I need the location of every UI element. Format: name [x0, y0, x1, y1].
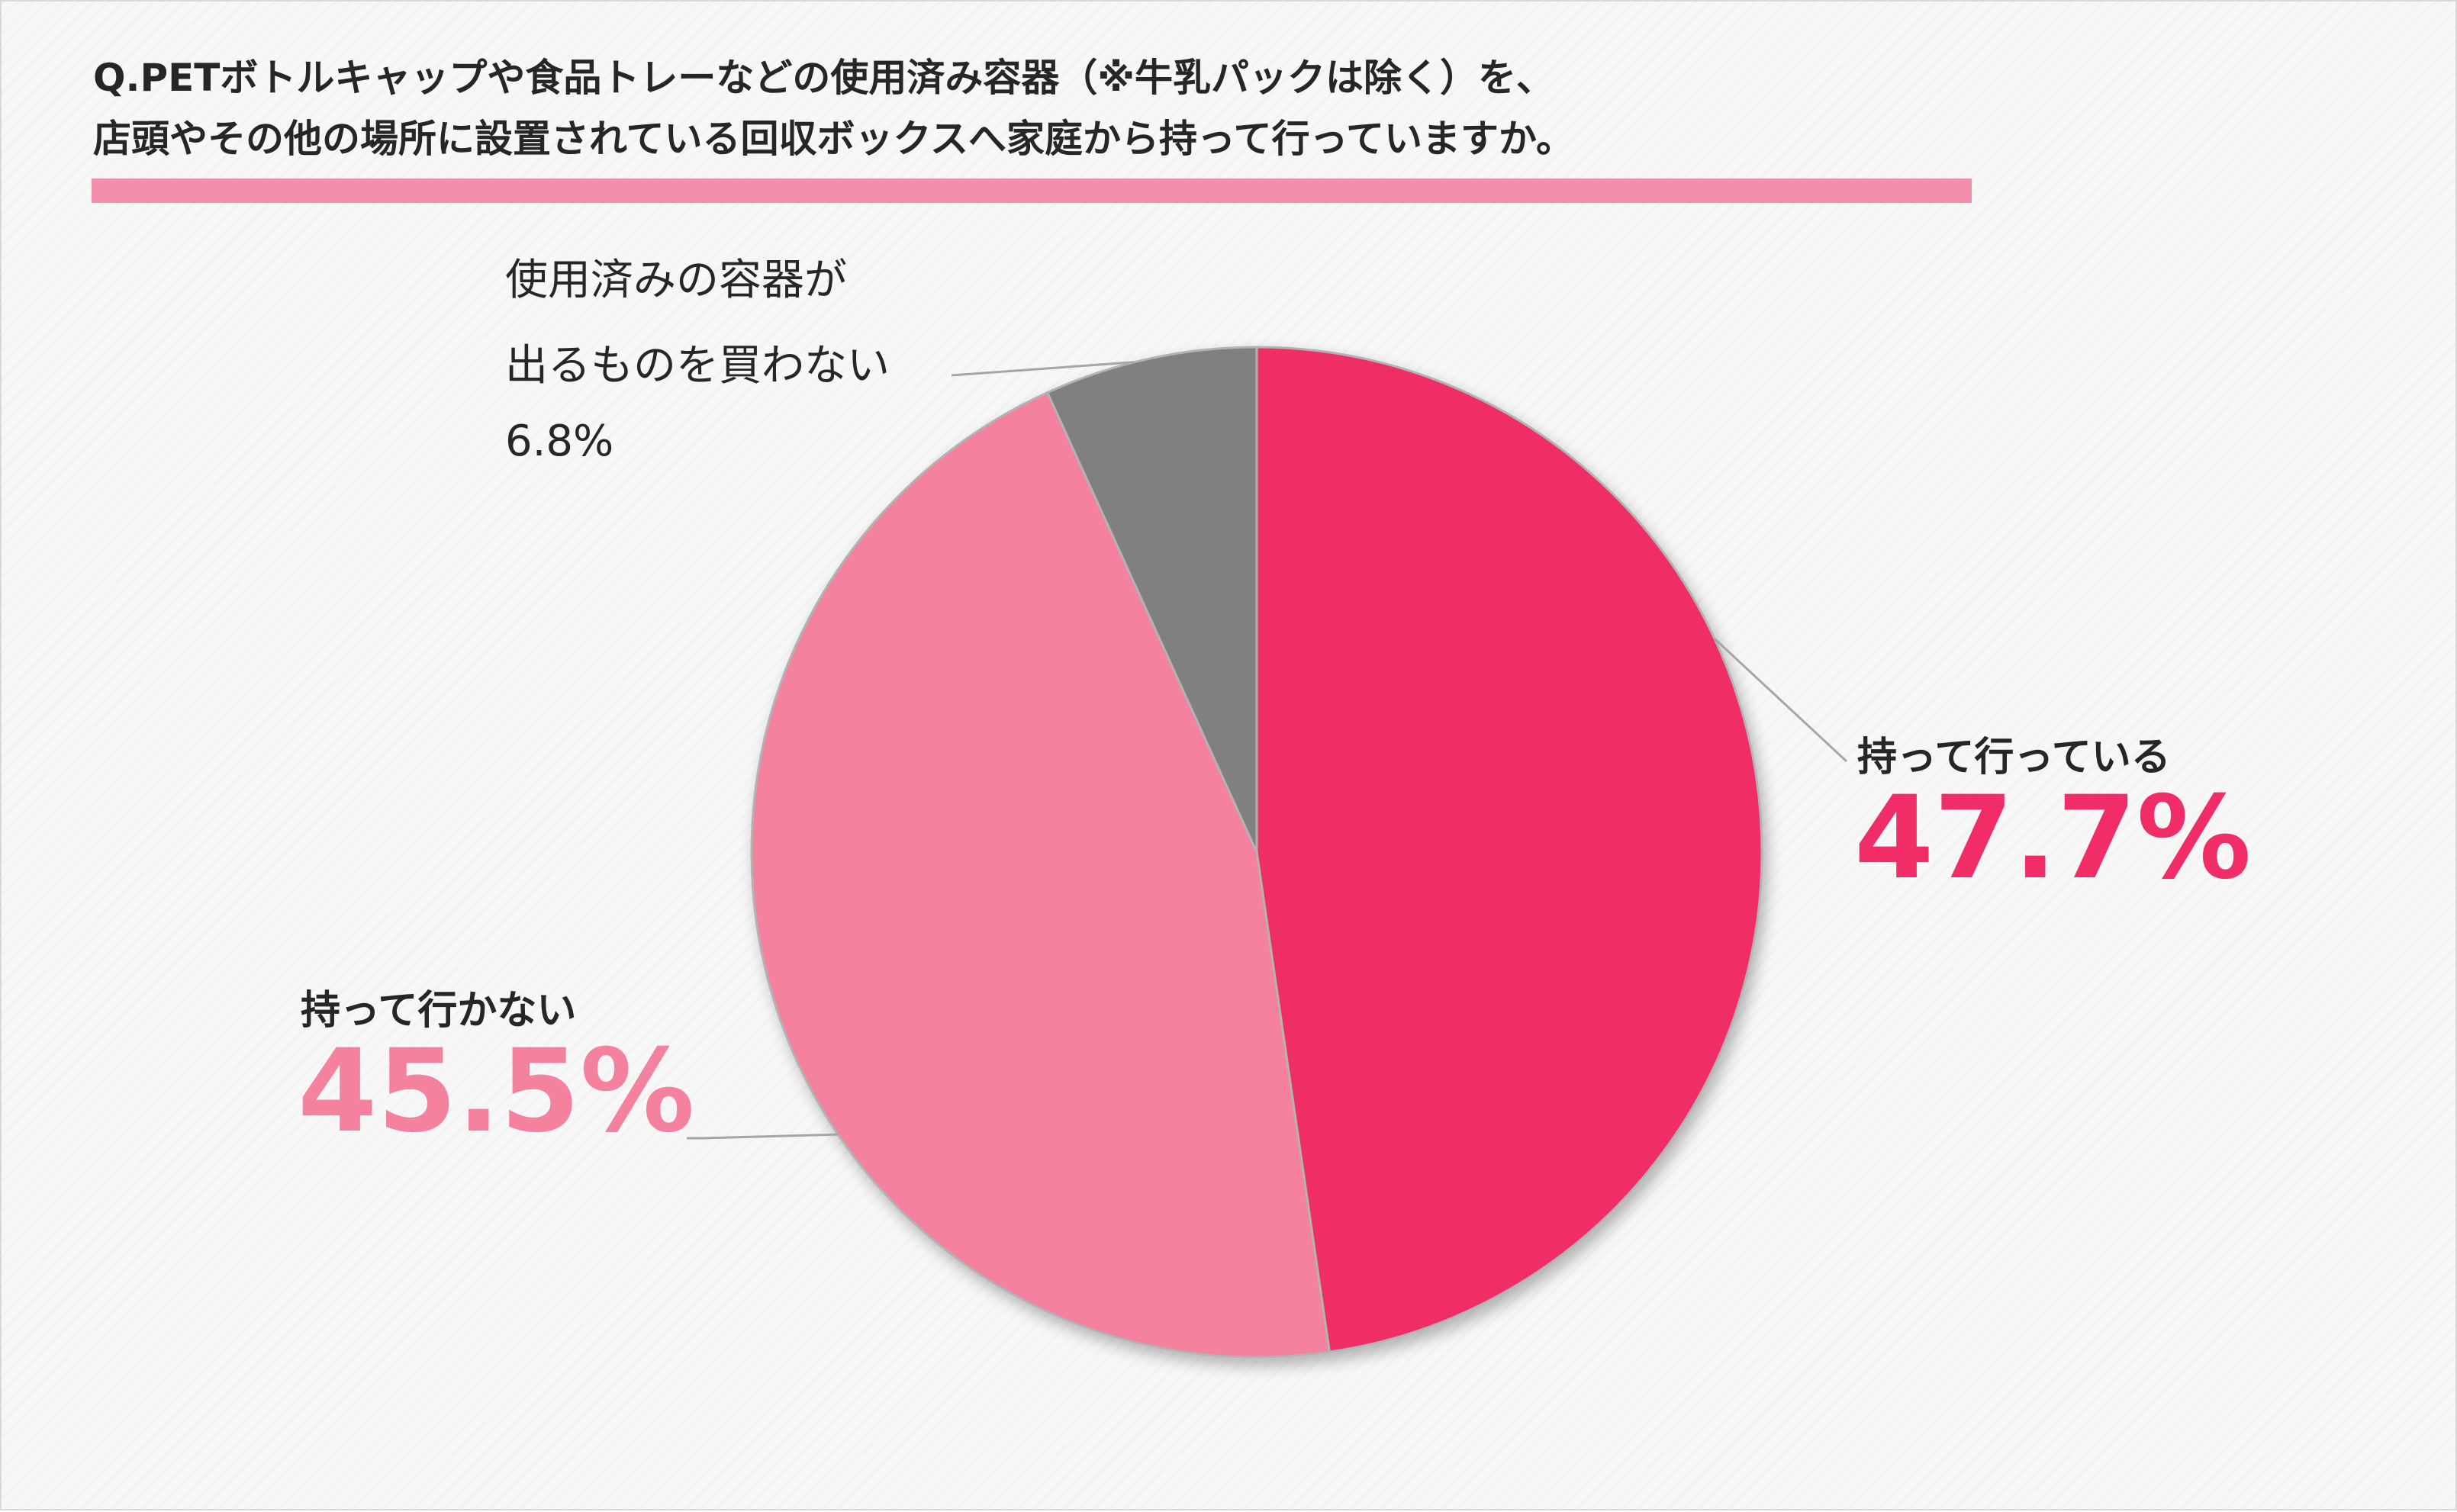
slice-label-line-1-no-buy: 使用済みの容器が — [505, 256, 847, 305]
slice-value-bring: 47.7% — [1854, 772, 2252, 905]
chart-title-line-1: Q.PETボトルキャップや食品トレーなどの使用済み容器（※牛乳パックは除く）を、 — [93, 56, 1555, 100]
pie-slices — [750, 346, 1763, 1359]
title-underline — [92, 179, 1972, 203]
leader-line-not-bring — [687, 1133, 839, 1140]
pie-slice-bring — [1255, 346, 1763, 1353]
leader-line-bring — [1713, 638, 1848, 763]
chart-title-line-2: 店頭やその他の場所に設置されている回収ボックスへ家庭から持って行っていますか。 — [93, 117, 1574, 161]
slice-value-not-bring: 45.5% — [298, 1025, 695, 1158]
slice-label-bring: 持って行っている — [1857, 735, 2171, 780]
pie-slice-not-bring — [750, 391, 1332, 1359]
slice-label-line-2-no-buy: 出るものを買わない — [505, 341, 890, 391]
slice-value-no-buy: 6.8% — [505, 417, 614, 466]
slice-label-not-bring: 持って行かない — [301, 988, 577, 1034]
leader-line-no-buy — [951, 361, 1135, 377]
pie-slice-no-buy — [1045, 346, 1258, 853]
